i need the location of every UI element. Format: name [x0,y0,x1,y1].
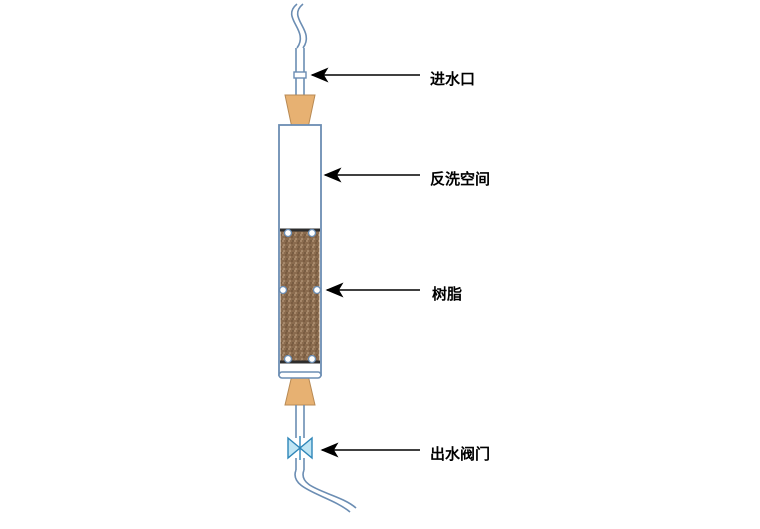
resin-bed [281,230,320,362]
label-inlet: 进水口 [430,68,475,89]
outlet-valve-icon [288,436,312,460]
label-outlet: 出水阀门 [430,443,490,464]
column-diagram: 进水口 反洗空间 树脂 出水阀门 [0,0,760,529]
bottom-stopper [285,375,315,405]
inlet-hose [292,4,307,48]
label-resin: 树脂 [432,283,462,304]
label-backwash: 反洗空间 [430,168,490,189]
outlet-hose [295,470,356,512]
top-stopper [285,95,315,128]
diagram-svg [0,0,760,529]
